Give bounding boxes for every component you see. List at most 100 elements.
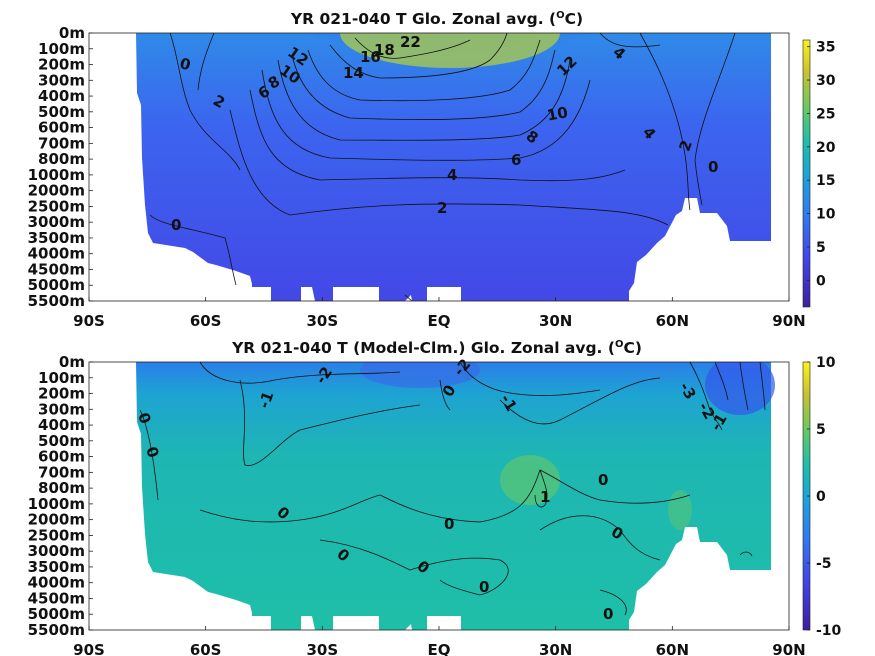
colorbar-tick-label: 0 (816, 489, 826, 505)
colorbar-tick-label: -10 (816, 623, 842, 639)
y-tick-label: 100m (38, 40, 85, 58)
x-tick-label: 30N (539, 641, 572, 656)
y-tick-label: 1000m (28, 495, 85, 513)
y-tick-label: 5000m (28, 276, 85, 294)
contour-label: -1 (707, 410, 731, 433)
x-tick-label: 30N (539, 312, 572, 330)
y-tick-label: 300m (38, 71, 85, 89)
y-tick-label: 400m (38, 87, 85, 105)
contour-label: 1 (540, 488, 550, 506)
colorbar-ticks-top: 35 30 25 20 15 10 5 0 (807, 40, 836, 289)
y-tick-label: 800m (38, 479, 85, 497)
y-tick-label: 2000m (28, 511, 85, 529)
colorbar-tick-label: 5 (816, 422, 826, 438)
contour-label: 0 (171, 216, 181, 234)
y-tick-label: 5500m (28, 292, 85, 310)
x-axis-ticks-top: 90S 60S 30S EQ 30N 60N 90N (73, 297, 806, 330)
contour-label: 0 (479, 578, 489, 596)
colorbar-top (802, 39, 811, 308)
colorbar-tick-label: 10 (816, 207, 836, 223)
y-tick-label: 0m (59, 353, 85, 371)
y-tick-label: 1000m (28, 166, 85, 184)
x-tick-label: 90S (73, 312, 105, 330)
y-tick-label: 800m (38, 150, 85, 168)
y-tick-label: 2500m (28, 197, 85, 215)
y-tick-label: 2000m (28, 182, 85, 200)
contour-label: 6 (511, 151, 521, 169)
colorbar-tick-label: 15 (816, 173, 835, 189)
y-tick-label: 600m (38, 448, 85, 466)
y-tick-label: 200m (38, 385, 85, 403)
y-tick-label: 3500m (28, 558, 85, 576)
x-tick-label: 60N (656, 641, 689, 656)
contour-label: 0 (603, 605, 613, 623)
contour-label: 0 (708, 158, 718, 176)
y-tick-label: 600m (38, 119, 85, 137)
contour-label: 18 (374, 41, 395, 59)
contour-label: -3 (676, 379, 700, 402)
contour-label: 2 (437, 199, 447, 217)
panel-top: YR 021-040 T Glo. Zonal avg. (OC) 22 (28, 10, 836, 330)
contour-label: 0 (598, 471, 608, 489)
y-tick-label: 400m (38, 416, 85, 434)
contour-label: 16 (360, 48, 381, 66)
contour-label: 14 (343, 64, 364, 82)
y-tick-label: 5000m (28, 605, 85, 623)
y-tick-label: 4000m (28, 574, 85, 592)
contour-label: 0 (444, 515, 454, 533)
y-tick-label: 3000m (28, 213, 85, 231)
contour-label: 4 (447, 166, 457, 184)
colorbar-tick-label: 5 (816, 240, 826, 256)
x-tick-label: 60N (656, 312, 689, 330)
panel-bottom: YR 021-040 T (Model-Clm.) Glo. Zonal avg… (28, 339, 842, 656)
y-tick-label: 300m (38, 400, 85, 418)
y-axis-ticks-top: 0m100m200m300m400m500m600m700m800m1000m2… (28, 24, 93, 310)
x-tick-label: 90N (772, 641, 805, 656)
y-tick-label: 4000m (28, 245, 85, 263)
colorbar-tick-label: 0 (816, 273, 826, 289)
y-tick-label: 3000m (28, 542, 85, 560)
y-tick-label: 2500m (28, 526, 85, 544)
colorbar-tick-label: 20 (816, 140, 836, 156)
x-tick-label: 60S (190, 641, 222, 656)
contour-label: -2 (695, 399, 719, 422)
colorbar-tick-label: -5 (816, 556, 832, 572)
y-tick-label: 700m (38, 463, 85, 481)
y-tick-label: 200m (38, 56, 85, 74)
contour-label: 22 (400, 33, 421, 51)
colorbar-tick-label: 25 (816, 106, 835, 122)
ocean-field-top (136, 33, 771, 301)
colorbar-ticks-bottom: 10 5 0 -5 -10 (807, 355, 842, 639)
contour-labels-bottom: -2 -2 -1 0 -1 0 0 1 0 0 0 0 0 0 0 -3 -2 … (134, 355, 730, 623)
x-tick-label: 90N (772, 312, 805, 330)
y-tick-label: 5500m (28, 621, 85, 639)
y-tick-label: 100m (38, 369, 85, 387)
contour-label: 0 (178, 54, 193, 74)
y-tick-label: 500m (38, 432, 85, 450)
y-tick-label: 4500m (28, 589, 85, 607)
y-axis-ticks-bottom: 0m100m200m300m400m500m600m700m800m1000m2… (28, 353, 93, 639)
x-tick-label: EQ (428, 641, 451, 656)
contour-label: 10 (546, 103, 570, 124)
x-tick-label: 30S (306, 312, 338, 330)
x-tick-label: 90S (73, 641, 105, 656)
ocean-field-bottom (136, 362, 775, 630)
colorbar-tick-label: 30 (816, 73, 836, 89)
y-tick-label: 700m (38, 134, 85, 152)
x-tick-label: EQ (428, 312, 451, 330)
colorbar-tick-label: 35 (816, 40, 835, 56)
y-tick-label: 500m (38, 103, 85, 121)
contour-label: -1 (497, 391, 521, 414)
contours-bottom (139, 361, 766, 616)
contour-label: -1 (255, 389, 278, 411)
x-axis-ticks-bottom: 90S 60S 30S EQ 30N 60N 90N (73, 626, 806, 656)
chart-title-bottom: YR 021-040 T (Model-Clm.) Glo. Zonal avg… (231, 339, 642, 357)
x-tick-label: 30S (306, 641, 338, 656)
contours-top (149, 32, 736, 302)
y-tick-label: 3500m (28, 229, 85, 247)
y-tick-label: 0m (59, 24, 85, 42)
y-tick-label: 4500m (28, 260, 85, 278)
colorbar-tick-label: 10 (816, 355, 836, 371)
x-tick-label: 60S (190, 312, 222, 330)
